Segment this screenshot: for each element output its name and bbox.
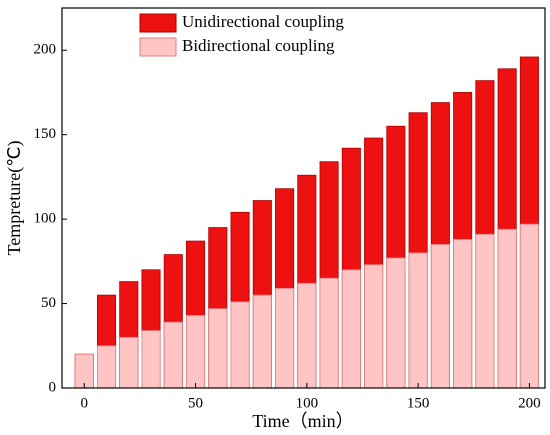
bar (364, 264, 384, 389)
bar (319, 277, 339, 389)
y-axis-title: Tempreture(℃) (4, 141, 25, 256)
bar (497, 228, 517, 389)
bar (163, 321, 183, 389)
y-tick-label: 150 (34, 126, 57, 142)
bar (341, 269, 361, 389)
bar (408, 252, 428, 389)
bar (96, 345, 117, 389)
legend-text: Unidirectional coupling (182, 12, 344, 31)
x-tick-label: 100 (296, 395, 319, 411)
x-tick-label: 200 (518, 395, 541, 411)
bar (297, 282, 317, 389)
x-tick-label: 150 (407, 395, 430, 411)
bar (275, 287, 295, 389)
legend-text: Bidirectional coupling (182, 36, 335, 55)
bar (386, 257, 406, 389)
bar (186, 314, 206, 389)
bar (230, 301, 250, 389)
y-tick-label: 100 (34, 211, 57, 227)
y-tick-label: 200 (34, 42, 57, 58)
x-axis-title: Time（min） (252, 411, 353, 431)
x-tick-label: 0 (81, 395, 89, 411)
bar (208, 308, 228, 389)
legend-swatch (139, 13, 177, 33)
bar (252, 294, 272, 389)
bar (453, 238, 473, 389)
bar (475, 233, 495, 389)
x-tick-label: 50 (188, 395, 203, 411)
plot-frame (61, 7, 546, 389)
bar (74, 353, 94, 389)
bar (430, 244, 450, 389)
legend-swatch (139, 37, 177, 57)
bar (519, 223, 539, 389)
y-tick-label: 50 (41, 295, 56, 311)
y-tick-label: 0 (49, 379, 57, 395)
bar (119, 336, 139, 389)
bar (141, 330, 161, 389)
